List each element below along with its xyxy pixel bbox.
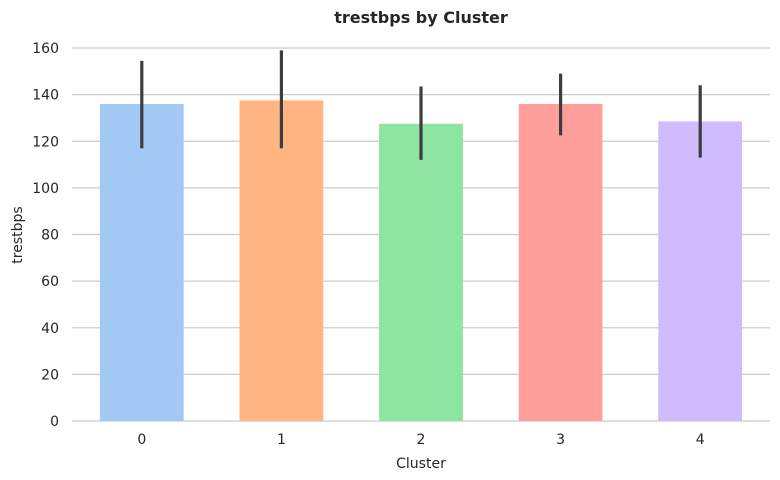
bar-cluster-0: [99, 103, 184, 421]
chart-title: trestbps by Cluster: [334, 8, 508, 27]
y-tick-label: 0: [50, 414, 59, 430]
y-tick-label: 100: [32, 181, 59, 197]
x-tick-label: 2: [417, 432, 426, 448]
y-tick-label: 40: [41, 321, 59, 337]
bar-cluster-2: [379, 123, 463, 421]
x-tick-label: 4: [696, 432, 705, 448]
y-tick-labels: 0 20 40 60 80 100 120 140 160: [32, 41, 59, 430]
x-tick-label: 0: [137, 432, 146, 448]
x-tick-label: 3: [556, 432, 565, 448]
y-axis-label: trestbps: [10, 206, 26, 263]
y-tick-label: 120: [32, 134, 59, 150]
bars: [99, 100, 743, 421]
y-tick-label: 80: [41, 228, 59, 244]
x-axis-label: Cluster: [396, 456, 446, 472]
y-tick-label: 140: [32, 88, 59, 104]
x-tick-label: 1: [277, 432, 286, 448]
x-tick-labels: 0 1 2 3 4: [137, 432, 704, 448]
y-tick-label: 60: [41, 274, 59, 290]
y-tick-label: 160: [32, 41, 59, 57]
bar-cluster-4: [658, 121, 743, 421]
error-bars: [140, 50, 702, 160]
bar-cluster-3: [518, 103, 603, 421]
y-tick-label: 20: [41, 367, 59, 383]
bar-cluster-1: [239, 100, 324, 421]
